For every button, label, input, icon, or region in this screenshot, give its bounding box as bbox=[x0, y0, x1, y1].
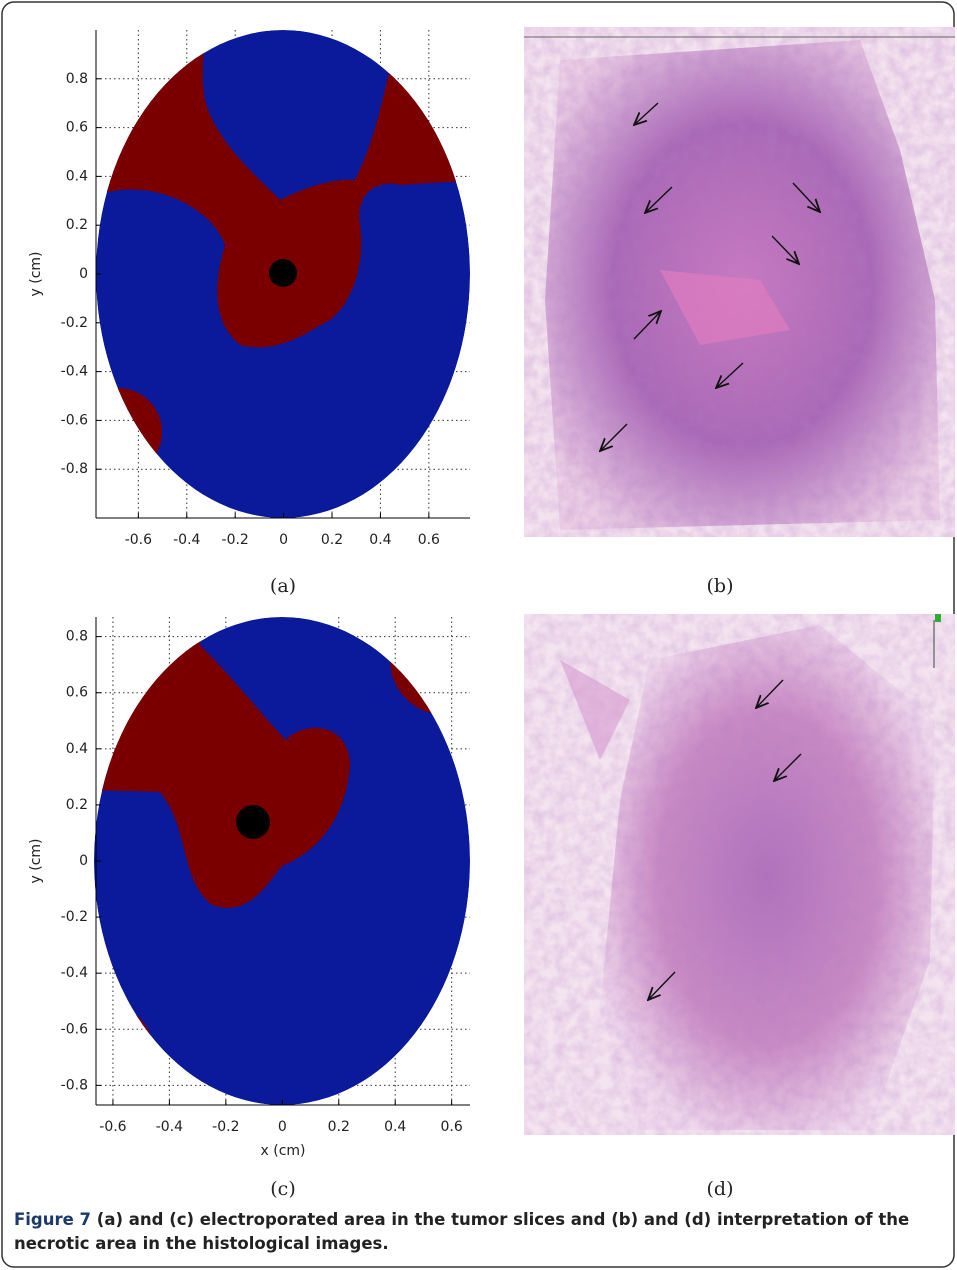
x-tick-label: 0 bbox=[279, 532, 288, 548]
x-tick-label: 0.6 bbox=[441, 1119, 463, 1135]
x-axis-label: x (cm) bbox=[261, 1143, 306, 1159]
caption: Figure 7 (a) and (c) electroporated area… bbox=[14, 1208, 949, 1256]
y-tick-label: 0.4 bbox=[66, 168, 88, 184]
electrode bbox=[269, 259, 297, 287]
y-tick-label: -0.8 bbox=[61, 1077, 88, 1093]
panel-label: (d) bbox=[707, 1178, 734, 1200]
y-tick-label: 0.8 bbox=[66, 71, 88, 87]
x-tick-label: 0.2 bbox=[321, 532, 343, 548]
x-tick-label: -0.2 bbox=[212, 1119, 239, 1135]
y-tick-label: -0.4 bbox=[61, 364, 88, 380]
x-tick-label: 0.4 bbox=[384, 1119, 406, 1135]
y-tick-label: -0.2 bbox=[61, 909, 88, 925]
y-tick-label: 0 bbox=[79, 266, 88, 282]
y-tick-label: -0.8 bbox=[61, 461, 88, 477]
x-tick-label: -0.4 bbox=[156, 1119, 183, 1135]
x-tick-label: 0.2 bbox=[328, 1119, 350, 1135]
panel-label: (c) bbox=[270, 1178, 295, 1200]
x-tick-label: 0 bbox=[278, 1119, 287, 1135]
electroporated-area bbox=[390, 617, 470, 715]
electroporated-area bbox=[96, 30, 470, 348]
y-tick-label: -0.6 bbox=[61, 412, 88, 428]
electrode bbox=[236, 805, 270, 839]
histology-d bbox=[524, 614, 955, 1135]
y-tick-label: -0.6 bbox=[61, 1021, 88, 1037]
caption-label: Figure 7 bbox=[14, 1210, 92, 1229]
x-tick-label: -0.4 bbox=[173, 532, 200, 548]
histology-b bbox=[524, 27, 955, 537]
x-tick-label: 0.4 bbox=[369, 532, 391, 548]
y-tick-label: -0.4 bbox=[61, 965, 88, 981]
y-tick-label: 0.6 bbox=[66, 120, 88, 136]
y-tick-label: 0.4 bbox=[66, 741, 88, 757]
electroporated-area bbox=[94, 617, 350, 908]
y-tick-label: 0.2 bbox=[66, 797, 88, 813]
y-tick-label: 0.6 bbox=[66, 685, 88, 701]
y-tick-label: 0.2 bbox=[66, 217, 88, 233]
x-tick-label: -0.6 bbox=[125, 532, 152, 548]
x-tick-label: 0.6 bbox=[418, 532, 440, 548]
panel-label: (a) bbox=[270, 575, 296, 597]
y-axis-label: y (cm) bbox=[28, 252, 44, 297]
panel-label: (b) bbox=[707, 575, 734, 597]
y-axis-label: y (cm) bbox=[28, 839, 44, 884]
x-tick-label: -0.6 bbox=[99, 1119, 126, 1135]
caption-text: (a) and (c) electroporated area in the t… bbox=[14, 1210, 910, 1253]
y-tick-label: 0.8 bbox=[66, 629, 88, 645]
y-tick-label: -0.2 bbox=[61, 315, 88, 331]
y-tick-label: 0 bbox=[79, 853, 88, 869]
simulation-c bbox=[94, 617, 470, 1105]
x-tick-label: -0.2 bbox=[222, 532, 249, 548]
